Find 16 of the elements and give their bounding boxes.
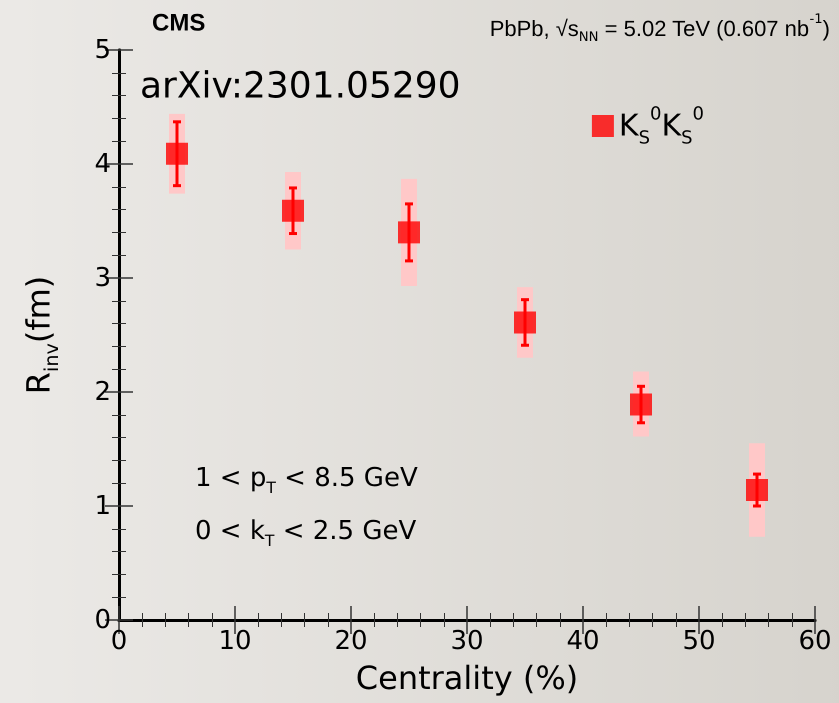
x-tick-label: 10 xyxy=(218,626,252,656)
y-tick-label: 5 xyxy=(94,35,111,65)
x-tick-label: 60 xyxy=(798,626,832,656)
x-tick-label: 50 xyxy=(682,626,716,656)
x-tick-label: 20 xyxy=(334,626,368,656)
chart-title: CMS xyxy=(152,10,206,36)
x-axis-title: Centrality (%) xyxy=(356,659,578,697)
annotation: arXiv:2301.05290 xyxy=(140,66,461,106)
y-tick-label: 1 xyxy=(94,491,111,521)
y-tick-label: 4 xyxy=(94,149,111,179)
x-tick-label: 30 xyxy=(450,626,484,656)
y-tick-label: 2 xyxy=(94,377,111,407)
y-tick-label: 3 xyxy=(94,263,111,293)
y-axis-title: Rinv(fm) xyxy=(20,276,63,394)
y-tick-label: 0 xyxy=(94,605,111,635)
x-tick-label: 40 xyxy=(566,626,600,656)
